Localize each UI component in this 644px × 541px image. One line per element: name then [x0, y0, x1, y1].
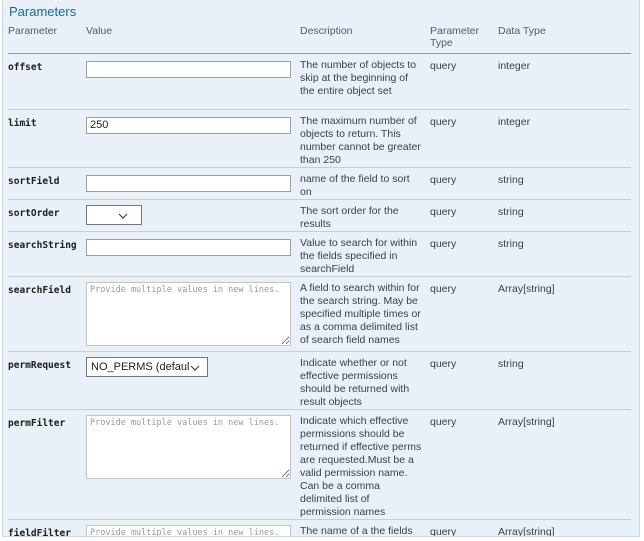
col-header-description: Description: [300, 25, 353, 37]
data-type: Array[string]: [498, 416, 555, 428]
data-type: Array[string]: [498, 283, 555, 295]
param-description: Indicate whether or not effective permis…: [300, 357, 410, 408]
param-description: The name of a the fields to return. May …: [300, 525, 413, 537]
param-description: The sort order for the results: [300, 205, 399, 230]
col-header-data-type: Data Type: [498, 25, 546, 37]
data-type: string: [498, 358, 524, 370]
param-name: searchField: [8, 285, 71, 296]
sort-order-select[interactable]: [86, 205, 142, 225]
table-row: fieldFilter The name of a the fields to …: [8, 519, 631, 537]
param-type: query: [430, 116, 457, 128]
param-description: name of the field to sort on: [300, 173, 410, 198]
param-name: searchString: [8, 240, 77, 251]
param-name: sortField: [8, 176, 60, 187]
table-row: limit The maximum number of objects to r…: [8, 109, 631, 167]
param-type: query: [430, 174, 457, 186]
offset-value-input[interactable]: [86, 60, 291, 78]
data-type: string: [498, 174, 524, 186]
param-type: query: [430, 416, 457, 428]
data-type: string: [498, 238, 524, 250]
perm-request-select[interactable]: NO_PERMS (default): [86, 357, 208, 377]
param-description: The maximum number of objects to return.…: [300, 115, 421, 166]
limit-value-input[interactable]: [86, 116, 291, 134]
sort-order-select-wrap: [86, 205, 142, 225]
param-type: query: [430, 238, 457, 250]
table-row: permRequest NO_PERMS (default) Indicate …: [8, 351, 631, 409]
param-name: permFilter: [8, 418, 66, 429]
param-description: Indicate which effective permissions sho…: [300, 415, 422, 518]
param-type: query: [430, 60, 457, 72]
col-header-parameter: Parameter: [8, 25, 58, 37]
field-filter-textarea[interactable]: [86, 525, 291, 536]
table-row: searchString Value to search for within …: [8, 231, 631, 276]
param-type: query: [430, 526, 457, 537]
sort-field-value-input[interactable]: [86, 174, 291, 192]
table-row: permFilter Indicate which effective perm…: [8, 409, 631, 519]
param-name: permRequest: [8, 360, 71, 371]
data-type: string: [498, 206, 524, 218]
param-name: fieldFilter: [8, 528, 71, 537]
search-string-value-input[interactable]: [86, 238, 291, 256]
param-description: Value to search for within the fields sp…: [300, 237, 418, 275]
param-description: The number of objects to skip at the beg…: [300, 59, 417, 97]
param-name: sortOrder: [8, 208, 60, 219]
search-field-textarea[interactable]: [86, 282, 291, 346]
param-type: query: [430, 206, 457, 218]
data-type: Array[string]: [498, 526, 555, 537]
param-description: A field to search within for the search …: [300, 282, 421, 346]
table-row: sortField name of the field to sort on q…: [8, 167, 631, 199]
param-type: query: [430, 283, 457, 295]
col-header-value: Value: [86, 25, 113, 37]
perm-request-select-wrap: NO_PERMS (default): [86, 357, 208, 377]
data-type: integer: [498, 116, 531, 128]
table-row: offset The number of objects to skip at …: [8, 54, 631, 109]
table-header: Parameter Value Description Parameter Ty…: [8, 23, 631, 54]
col-header-parameter-type: Parameter Type: [430, 25, 480, 49]
table-row: searchField A field to search within for…: [8, 276, 631, 351]
param-type: query: [430, 358, 457, 370]
table-row: sortOrder The sort order for the results…: [8, 199, 631, 231]
perm-filter-textarea[interactable]: [86, 415, 291, 479]
data-type: integer: [498, 60, 531, 72]
param-name: offset: [8, 62, 43, 73]
param-name: limit: [8, 118, 37, 129]
panel-title: Parameters: [9, 4, 77, 19]
